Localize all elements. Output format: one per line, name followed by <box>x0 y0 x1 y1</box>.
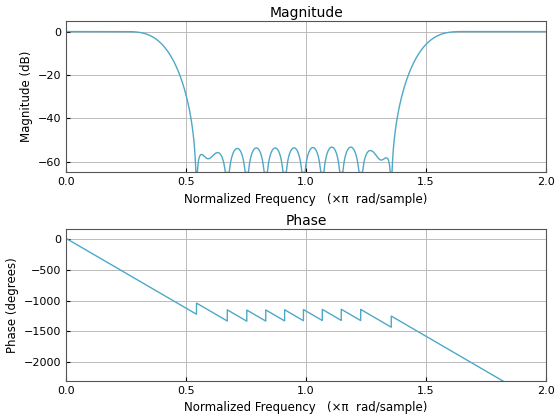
X-axis label: Normalized Frequency   (×π  rad/sample): Normalized Frequency (×π rad/sample) <box>184 193 428 206</box>
Y-axis label: Phase (degrees): Phase (degrees) <box>6 257 18 353</box>
Title: Magnitude: Magnitude <box>269 5 343 20</box>
Y-axis label: Magnitude (dB): Magnitude (dB) <box>20 51 32 142</box>
Title: Phase: Phase <box>286 214 326 228</box>
X-axis label: Normalized Frequency   (×π  rad/sample): Normalized Frequency (×π rad/sample) <box>184 402 428 415</box>
